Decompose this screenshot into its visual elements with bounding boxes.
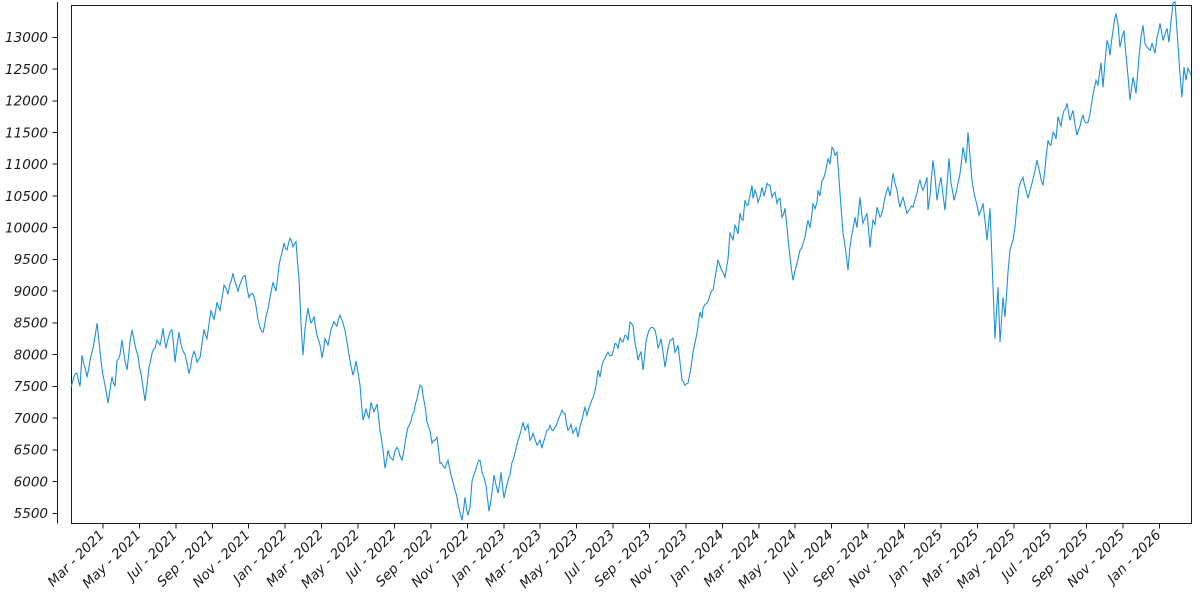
y-tick-label: 6000 [14,474,48,490]
y-axis: 5500 6000 6500 7000 7500 8000 8500 9000 9500 1000… [5,30,58,522]
y-tick-label: 10500 [5,189,48,205]
y-tick-label: 10000 [5,220,48,236]
y-tick-label: 7000 [14,411,48,427]
y-tick-label: 6500 [14,443,48,459]
y-tick-label: 11000 [5,157,48,173]
y-tick-label: 13000 [5,30,48,46]
y-tick-label: 7500 [14,379,48,395]
plot-frame [57,2,1192,524]
y-tick-label: 12000 [5,94,48,110]
y-tick-label: 8500 [14,316,48,332]
y-tick-label: 5500 [14,506,48,522]
y-tick-label: 8000 [14,347,48,363]
y-tick-label: 12500 [5,62,48,78]
y-tick-label: 9000 [14,284,48,300]
price-line [70,0,1192,521]
y-tick-label: 11500 [5,125,48,141]
y-tick-label: 9500 [14,252,48,268]
